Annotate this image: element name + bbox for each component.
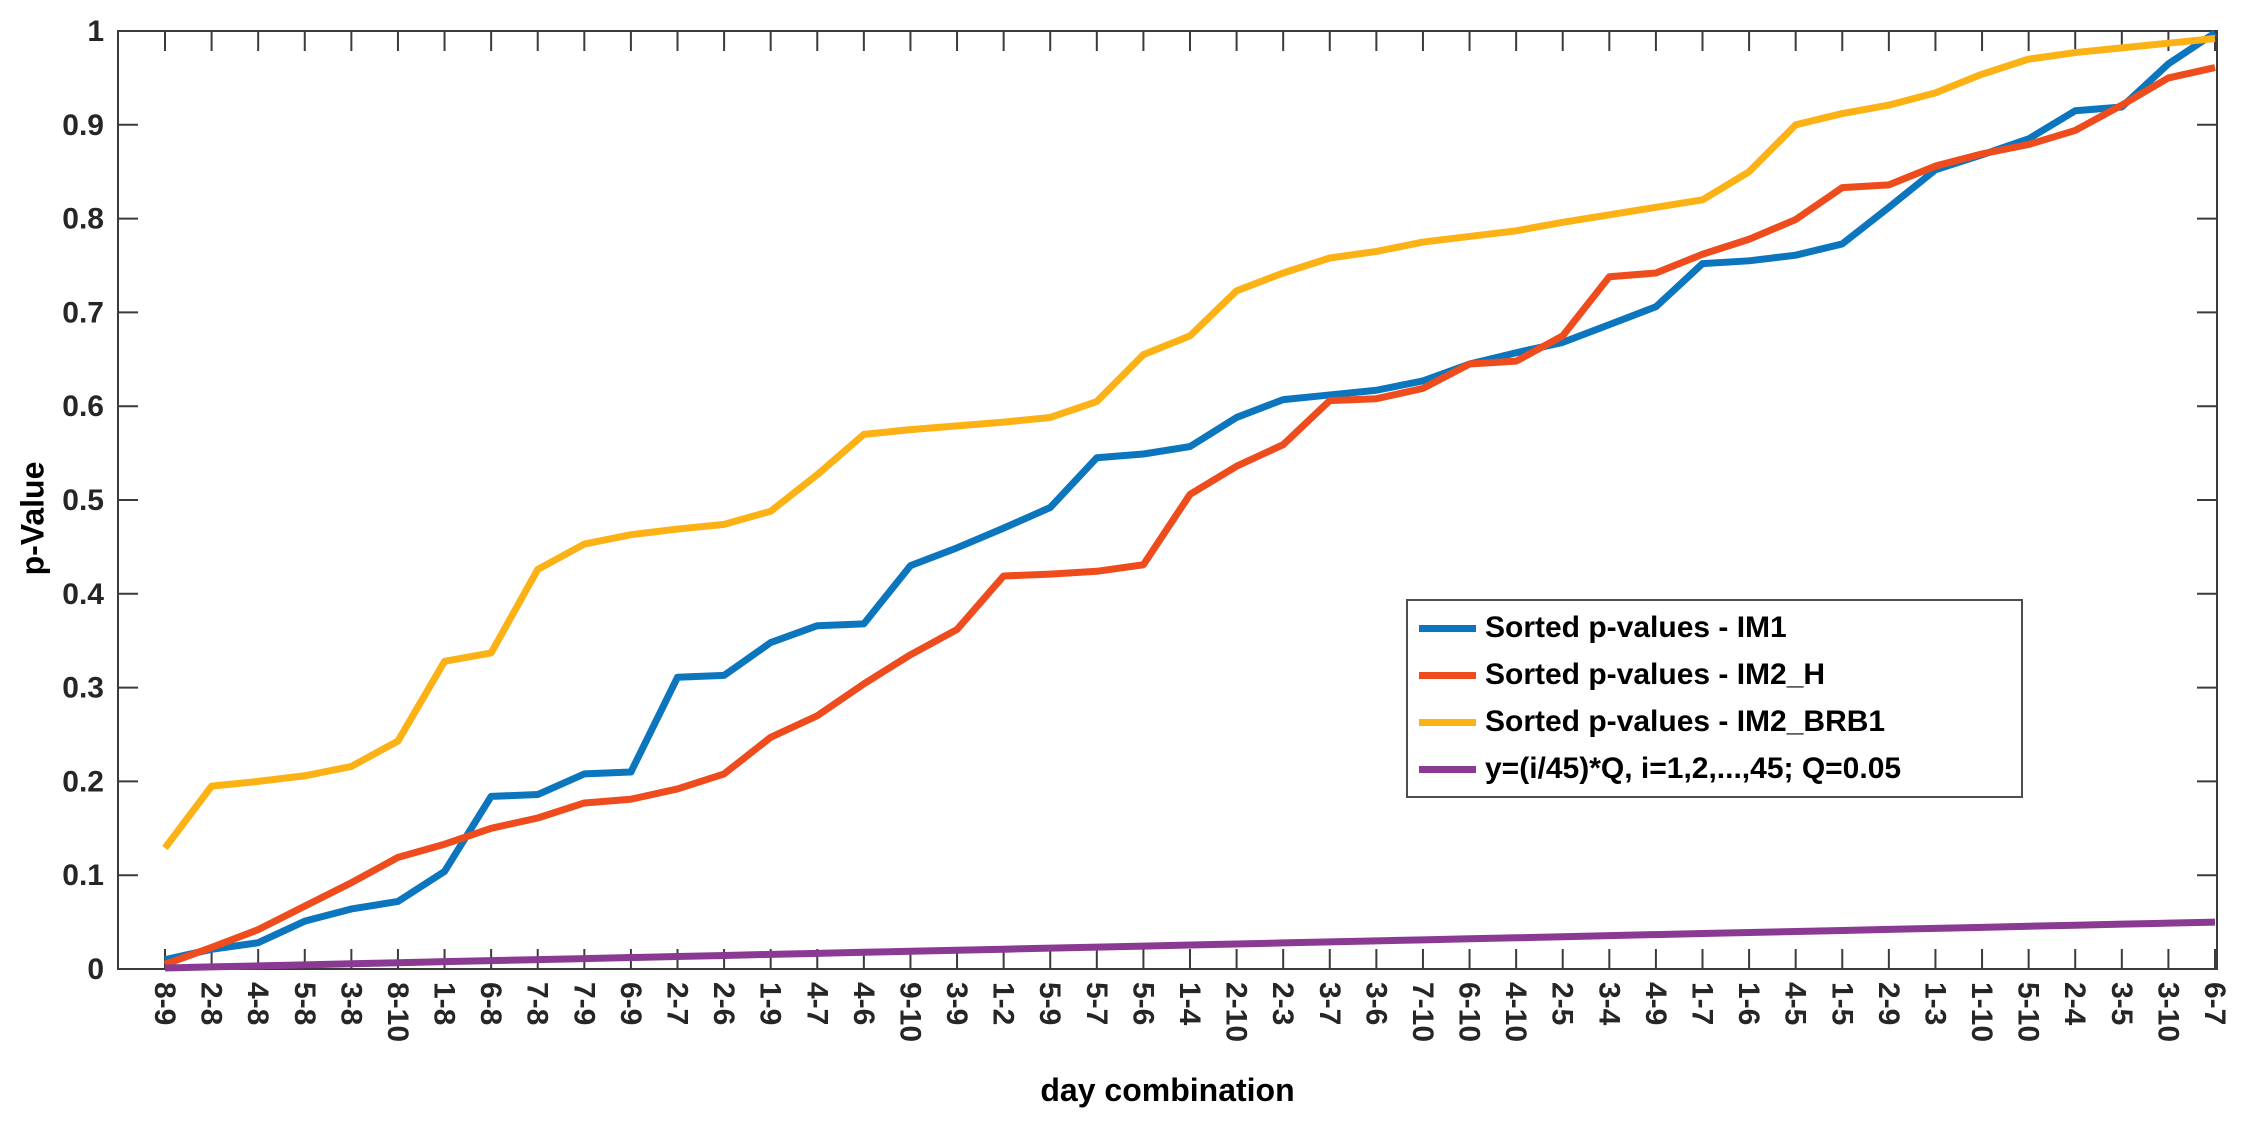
svg-text:4-9: 4-9	[1639, 982, 1672, 1025]
svg-text:6-7: 6-7	[2198, 982, 2231, 1025]
svg-text:1-4: 1-4	[1173, 982, 1206, 1026]
svg-text:0.3: 0.3	[62, 672, 104, 705]
svg-text:2-9: 2-9	[1872, 982, 1905, 1025]
svg-text:5-9: 5-9	[1033, 982, 1066, 1025]
svg-text:4-10: 4-10	[1499, 982, 1532, 1042]
legend-item: Sorted p-values - IM1	[1419, 605, 2021, 652]
svg-text:0.9: 0.9	[62, 109, 104, 142]
svg-text:6-8: 6-8	[474, 982, 507, 1025]
svg-text:3-9: 3-9	[940, 982, 973, 1025]
svg-text:0.1: 0.1	[62, 859, 104, 892]
svg-text:2-6: 2-6	[707, 982, 740, 1025]
svg-text:0.4: 0.4	[62, 578, 104, 611]
svg-text:5-8: 5-8	[288, 982, 321, 1025]
svg-text:6-9: 6-9	[614, 982, 647, 1025]
svg-text:1-3: 1-3	[1918, 982, 1951, 1025]
svg-text:4-8: 4-8	[241, 982, 274, 1025]
legend-line-sample-im2h	[1419, 671, 1476, 679]
svg-text:1-6: 1-6	[1732, 982, 1765, 1025]
svg-text:4-6: 4-6	[847, 982, 880, 1025]
svg-text:2-10: 2-10	[1220, 982, 1253, 1042]
x-axis-title: day combination	[1040, 1072, 1295, 1108]
svg-text:1-10: 1-10	[1965, 982, 1998, 1042]
svg-text:1: 1	[87, 15, 104, 48]
svg-text:1-9: 1-9	[754, 982, 787, 1025]
svg-text:2-7: 2-7	[661, 982, 694, 1025]
svg-text:2-8: 2-8	[195, 982, 228, 1025]
svg-text:3-10: 3-10	[2151, 982, 2184, 1042]
svg-text:0.6: 0.6	[62, 390, 104, 423]
svg-text:1-2: 1-2	[987, 982, 1020, 1025]
svg-text:0.2: 0.2	[62, 765, 104, 798]
svg-text:9-10: 9-10	[893, 982, 926, 1042]
svg-text:7-9: 7-9	[567, 982, 600, 1025]
svg-text:4-5: 4-5	[1779, 982, 1812, 1025]
svg-text:0.8: 0.8	[62, 203, 104, 236]
svg-text:1-7: 1-7	[1686, 982, 1719, 1025]
svg-text:3-7: 3-7	[1313, 982, 1346, 1025]
svg-text:3-6: 3-6	[1359, 982, 1392, 1025]
svg-text:3-8: 3-8	[334, 982, 367, 1025]
legend-item-label: Sorted p-values - IM2_BRB1	[1485, 705, 1886, 738]
svg-text:7-10: 7-10	[1406, 982, 1439, 1042]
legend: Sorted p-values - IM1 Sorted p-values - …	[1406, 599, 2023, 798]
legend-line-sample-im1	[1419, 624, 1476, 632]
svg-text:4-7: 4-7	[800, 982, 833, 1025]
y-axis-title: p-Value	[14, 461, 51, 576]
legend-item: Sorted p-values - IM2_H	[1419, 652, 2021, 699]
svg-text:2-5: 2-5	[1546, 982, 1579, 1025]
legend-item: Sorted p-values - IM2_BRB1	[1419, 699, 2021, 746]
legend-item-label: y=(i/45)*Q, i=1,2,...,45; Q=0.05	[1485, 752, 1902, 785]
svg-text:7-8: 7-8	[521, 982, 554, 1025]
svg-text:1-5: 1-5	[1825, 982, 1858, 1025]
svg-text:5-10: 5-10	[2012, 982, 2045, 1042]
svg-text:0.7: 0.7	[62, 296, 104, 329]
svg-text:8-9: 8-9	[148, 982, 181, 1025]
svg-text:1-8: 1-8	[428, 982, 461, 1025]
svg-text:2-3: 2-3	[1266, 982, 1299, 1025]
svg-text:5-6: 5-6	[1126, 982, 1159, 1025]
legend-item: y=(i/45)*Q, i=1,2,...,45; Q=0.05	[1419, 746, 2021, 793]
svg-text:2-4: 2-4	[2058, 982, 2091, 1026]
svg-text:3-4: 3-4	[1592, 982, 1625, 1026]
svg-text:5-7: 5-7	[1080, 982, 1113, 1025]
legend-line-sample-im2brb1	[1419, 718, 1476, 726]
legend-line-sample-threshold	[1419, 765, 1476, 773]
svg-text:0: 0	[87, 953, 104, 986]
svg-text:0.5: 0.5	[62, 484, 104, 517]
svg-text:8-10: 8-10	[381, 982, 414, 1042]
svg-text:3-5: 3-5	[2105, 982, 2138, 1025]
svg-text:6-10: 6-10	[1453, 982, 1486, 1042]
legend-item-label: Sorted p-values - IM1	[1485, 611, 1787, 644]
legend-item-label: Sorted p-values - IM2_H	[1485, 658, 1826, 691]
